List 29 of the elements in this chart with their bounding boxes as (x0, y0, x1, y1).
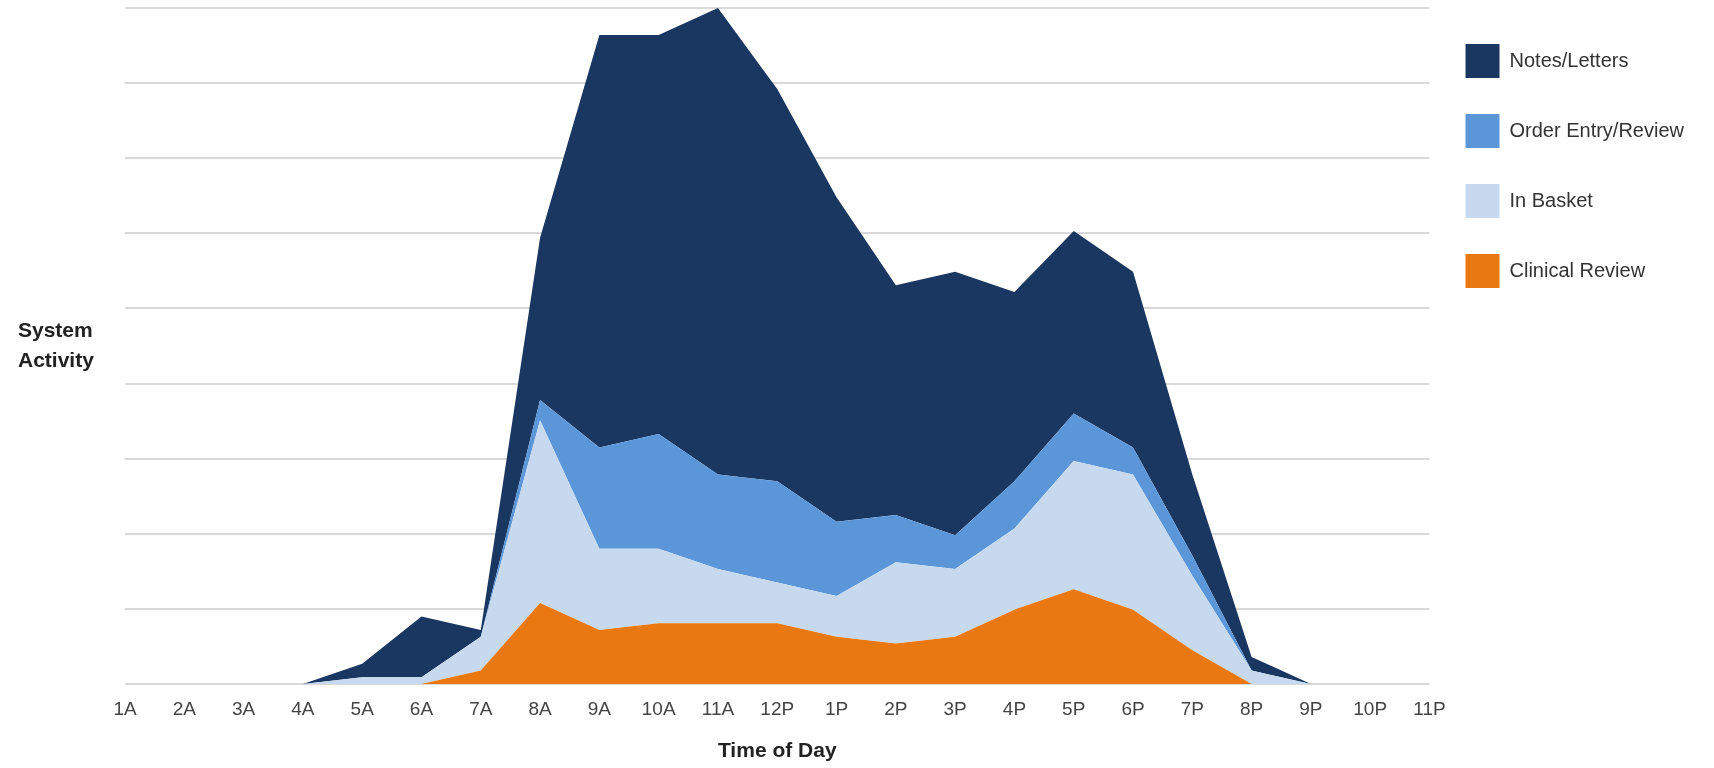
x-tick-label: 11A (701, 697, 735, 719)
x-axis-title: Time of Day (717, 738, 837, 762)
x-tick-label: 4A (291, 697, 315, 719)
x-tick-label: 9A (587, 697, 612, 719)
x-tick-label: 10A (641, 697, 676, 719)
x-tick-label: 10P (1353, 697, 1388, 719)
x-tick-label: 7P (1180, 697, 1204, 719)
x-tick-label: 1P (824, 697, 849, 719)
x-tick-label: 5A (350, 697, 375, 719)
legend-label: In Basket (1509, 188, 1594, 211)
x-tick-label: 2A (172, 697, 197, 719)
x-tick-label: 11P (1413, 697, 1446, 719)
y-axis-title: System Activity (18, 317, 95, 371)
x-tick-label: 12P (760, 697, 795, 719)
x-tick-label: 6A (409, 697, 434, 719)
x-tick-label: 3P (943, 697, 967, 719)
legend-label: Notes/Letters (1509, 48, 1629, 71)
x-tick-label: 2P (884, 697, 908, 719)
x-tick-label: 8P (1240, 697, 1264, 719)
x-tick-label: 9P (1299, 697, 1323, 719)
x-tick-label: 7A (469, 697, 493, 719)
legend-label: Clinical Review (1509, 258, 1646, 281)
legend-label: Order Entry/Review (1509, 118, 1685, 141)
x-tick-label: 3A (231, 697, 256, 719)
x-tick-label: 1A (113, 697, 137, 719)
x-tick-label: 6P (1121, 697, 1145, 719)
x-tick-label: 5P (1062, 697, 1086, 719)
x-tick-label: 8A (528, 697, 553, 719)
x-tick-label: 4P (1002, 697, 1027, 719)
